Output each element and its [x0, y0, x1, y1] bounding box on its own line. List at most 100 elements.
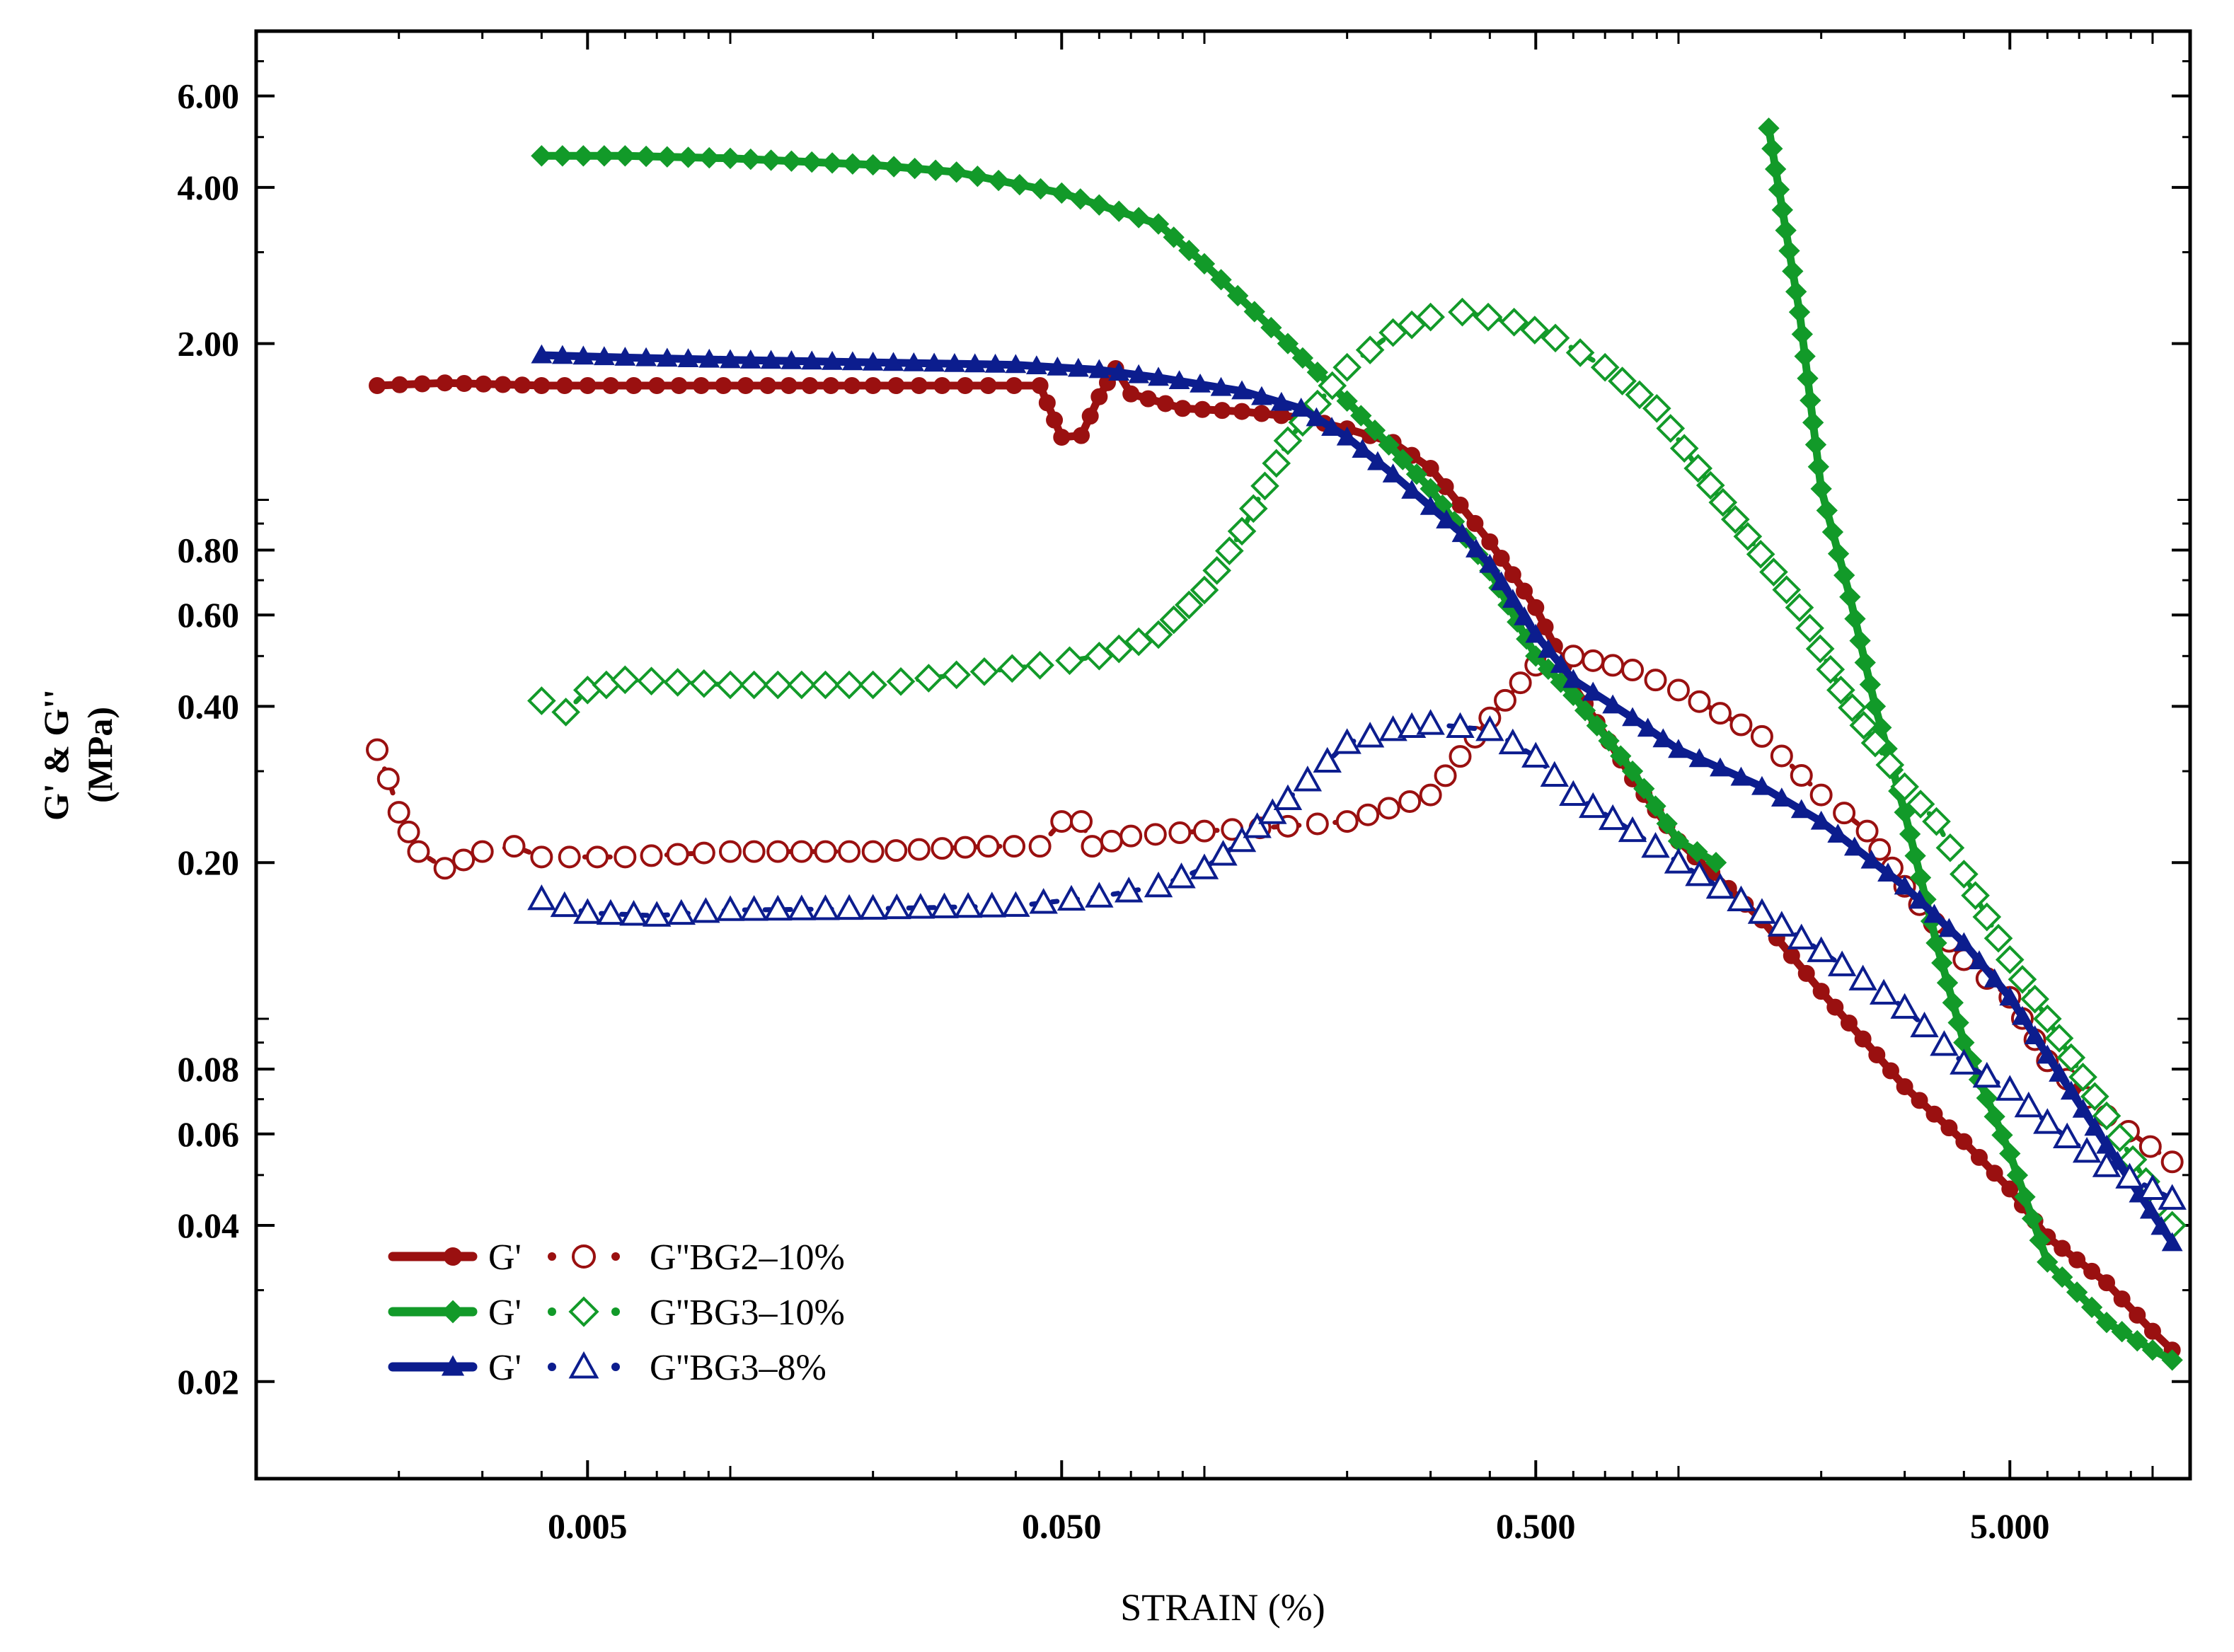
data-point — [822, 377, 840, 395]
data-point — [1746, 540, 1775, 569]
data-point — [387, 801, 410, 824]
data-point — [572, 145, 594, 167]
data-point — [887, 377, 905, 395]
plot-frame — [254, 29, 2192, 1481]
data-point — [1085, 641, 1114, 671]
data-point — [1730, 766, 1752, 786]
data-point — [689, 669, 719, 698]
data-point — [1088, 359, 1110, 379]
data-point — [814, 840, 837, 863]
data-point — [1436, 478, 1454, 495]
data-point — [1848, 964, 1877, 990]
data-point — [2161, 1349, 2183, 1371]
data-point — [2029, 1229, 2051, 1252]
data-point — [2080, 1296, 2103, 1318]
data-point — [1770, 787, 1792, 807]
data-point — [1772, 575, 1802, 604]
data-point — [1313, 746, 1342, 773]
data-point — [1175, 590, 1204, 620]
data-point — [1809, 783, 1833, 807]
data-point — [1645, 795, 1666, 817]
data-point — [780, 377, 798, 395]
data-point — [1416, 302, 1445, 332]
data-point — [1562, 669, 1584, 688]
data-point — [407, 840, 430, 863]
data-point — [1144, 871, 1173, 898]
y-axis-title: G' & G'' (MPa) — [36, 689, 120, 821]
legend-entry-bg3-10: G' G''BG3–10% — [488, 1293, 845, 1333]
data-point — [1210, 269, 1232, 291]
data-point — [1970, 1148, 1988, 1166]
data-point — [1936, 971, 1959, 994]
data-point — [885, 839, 908, 862]
data-point — [1785, 593, 1814, 623]
data-point — [764, 894, 793, 921]
data-point — [1999, 1143, 2021, 1165]
data-point — [1006, 377, 1023, 395]
data-point — [883, 156, 905, 178]
data-point — [502, 835, 526, 858]
data-point — [924, 159, 947, 181]
data-point — [1910, 1011, 1939, 1038]
legend-gpp-label: G''BG2–10% — [650, 1237, 845, 1278]
data-point — [1194, 400, 1211, 418]
data-point — [1067, 357, 1089, 377]
data-point — [715, 377, 732, 395]
data-point — [1559, 780, 1588, 807]
data-point — [1562, 645, 1585, 668]
data-point — [715, 895, 745, 921]
data-point — [1050, 810, 1073, 833]
data-point — [1807, 936, 1836, 962]
data-point — [471, 840, 494, 863]
data-point — [391, 376, 408, 393]
y-tick-label: 0.40 — [178, 686, 240, 726]
data-point — [838, 840, 861, 863]
data-point — [1090, 388, 1108, 405]
data-point — [692, 841, 715, 865]
data-point — [691, 897, 720, 923]
data-point — [1972, 1061, 2001, 1088]
data-point — [2014, 1186, 2036, 1208]
data-point — [1935, 833, 1965, 862]
data-point — [1190, 575, 1219, 605]
data-point — [1794, 345, 1816, 367]
data-point — [737, 377, 754, 395]
data-point — [677, 348, 699, 367]
data-point — [1215, 536, 1244, 565]
data-point — [1791, 323, 1813, 345]
data-point — [1562, 684, 1584, 707]
data-point — [1190, 373, 1211, 393]
data-point — [1163, 226, 1185, 248]
data-point — [834, 670, 864, 700]
data-point — [1073, 427, 1090, 444]
data-point — [670, 377, 688, 395]
data-point — [530, 845, 553, 869]
data-point — [1622, 707, 1643, 727]
data-point — [1785, 281, 1807, 303]
data-point — [2111, 1321, 2133, 1343]
legend-gp-label: G' — [488, 1237, 522, 1278]
data-point — [1996, 1075, 2025, 1101]
data-point — [882, 352, 904, 371]
data-point — [1705, 872, 1735, 899]
data-point — [698, 348, 720, 368]
data-point — [1139, 390, 1157, 408]
data-point — [1031, 377, 1049, 395]
data-point — [1911, 1092, 1928, 1109]
data-point — [923, 352, 945, 372]
data-point — [718, 840, 742, 863]
data-point — [1258, 798, 1287, 824]
data-point — [1849, 630, 1871, 652]
data-point — [760, 350, 782, 369]
data-point — [760, 149, 782, 171]
data-point — [2092, 1101, 2121, 1131]
data-point — [1695, 470, 1725, 500]
data-point — [1758, 117, 1780, 139]
data-point — [1148, 366, 1169, 386]
data-point — [1608, 366, 1637, 395]
data-point — [1868, 1046, 1886, 1063]
data-point — [1434, 764, 1457, 787]
data-point — [397, 820, 420, 843]
data-point — [1909, 867, 1932, 889]
data-point — [1950, 1049, 1979, 1075]
